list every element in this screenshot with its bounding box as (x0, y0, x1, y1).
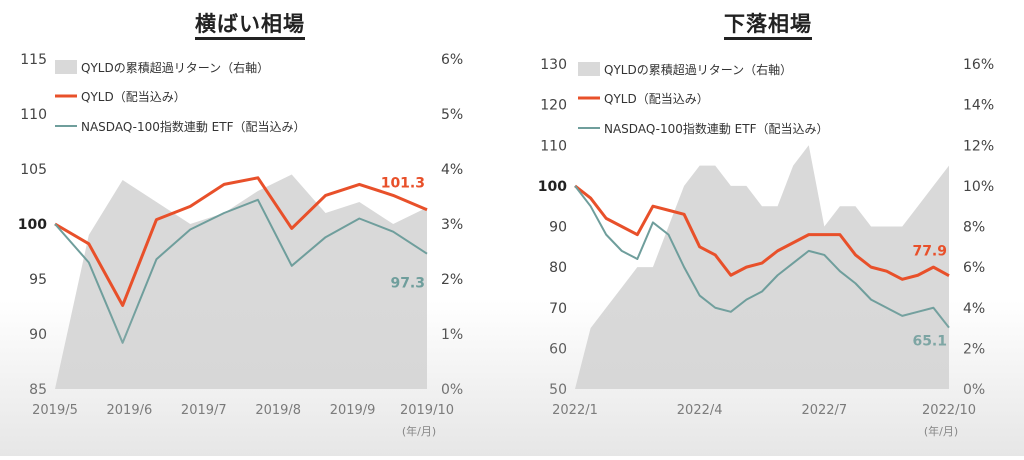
y-left-tick-label: 90 (549, 220, 567, 236)
y-right-tick-label: 4% (441, 162, 463, 178)
y-right-tick-label: 6% (963, 260, 985, 276)
y-left-tick-label: 90 (29, 327, 47, 343)
end-label-qyld: 77.9 (912, 244, 947, 260)
y-left-tick-label: 95 (29, 272, 47, 288)
x-tick-label: 2022/10 (922, 403, 976, 418)
x-tick-label: 2019/8 (255, 403, 301, 418)
y-right-tick-label: 16% (963, 57, 994, 73)
x-unit-label: (年/月) (402, 424, 436, 438)
y-left-tick-label: 105 (20, 162, 47, 178)
x-tick-label: 2019/7 (181, 403, 227, 418)
y-right-tick-label: 2% (963, 341, 985, 357)
chart-panel-down: 下落相場 50 60 70 80 90 100 110 120 130 0% 2% 4% 6% 8% 10%… (512, 0, 1024, 456)
legend-label-qyld: QYLD（配当込み） (604, 92, 709, 106)
chart-title-down: 下落相場 (724, 12, 812, 40)
y-right-tick-label: 6% (441, 52, 463, 68)
y-right-tick-label: 0% (963, 382, 985, 398)
y-left-tick-label: 120 (540, 98, 567, 114)
legend-swatch-excess-return (55, 60, 77, 74)
chart-panel-flat: 横ばい相場 85 90 95 100 105 110 115 0% 1% 2% 3% 4% 5% 6% 20… (0, 0, 500, 456)
y-right-tick-label: 12% (963, 138, 994, 154)
y-right-tick-label: 5% (441, 107, 463, 123)
y-left-tick-label: 130 (540, 57, 567, 73)
y-left-tick-label: 50 (549, 382, 567, 398)
x-tick-label: 2022/4 (677, 403, 723, 418)
y-left-tick-label: 80 (549, 260, 567, 276)
x-tick-label: 2019/9 (330, 403, 376, 418)
y-right-tick-label: 10% (963, 179, 994, 195)
chart-svg-down: 50 60 70 80 90 100 110 120 130 0% 2% 4% 6% 8% 10% 12% 14… (538, 57, 994, 438)
y-right-tick-label: 2% (441, 272, 463, 288)
y-right-tick-label: 3% (441, 217, 463, 233)
y-left-tick-label: 115 (20, 52, 47, 68)
y-right-tick-label: 1% (441, 327, 463, 343)
y-right-tick-label: 8% (963, 220, 985, 236)
y-left-tick-label: 100 (538, 179, 567, 195)
legend-label-excess-return: QYLDの累積超過リターン（右軸） (81, 60, 269, 75)
series-qyld-line (574, 184, 950, 281)
y-right-tick-label: 0% (441, 382, 463, 398)
legend-label-excess-return: QYLDの累積超過リターン（右軸） (604, 62, 792, 77)
y-left-tick-label: 110 (540, 138, 567, 154)
end-label-qyld: 101.3 (381, 176, 425, 192)
legend-swatch-excess-return (578, 62, 600, 76)
x-tick-label: 2019/6 (107, 403, 153, 418)
chart-title-flat: 横ばい相場 (195, 12, 305, 40)
end-label-nasdaq: 97.3 (390, 276, 425, 292)
y-left-tick-label: 100 (18, 217, 47, 233)
y-left-tick-label: 85 (29, 382, 47, 398)
y-left-tick-label: 110 (20, 107, 47, 123)
x-tick-label: 2019/10 (400, 403, 454, 418)
x-unit-label: (年/月) (924, 424, 958, 438)
legend-label-qyld: QYLD（配当込み） (81, 90, 186, 104)
chart-svg-flat: 85 90 95 100 105 110 115 0% 1% 2% 3% 4% 5% 6% 2019/5 20… (18, 52, 463, 438)
y-right-tick-label: 4% (963, 301, 985, 317)
end-label-nasdaq: 65.1 (912, 334, 947, 350)
series-qyld-line (54, 176, 428, 307)
series-excess-return-area (575, 145, 949, 389)
x-tick-label: 2022/7 (801, 403, 847, 418)
y-right-tick-label: 14% (963, 98, 994, 114)
y-left-tick-label: 70 (549, 301, 567, 317)
x-tick-label: 2019/5 (32, 403, 78, 418)
y-left-tick-label: 60 (549, 341, 567, 357)
x-tick-label: 2022/1 (552, 403, 598, 418)
legend-label-nasdaq: NASDAQ-100指数連動 ETF（配当込み） (604, 121, 828, 136)
legend-label-nasdaq: NASDAQ-100指数連動 ETF（配当込み） (81, 119, 305, 134)
